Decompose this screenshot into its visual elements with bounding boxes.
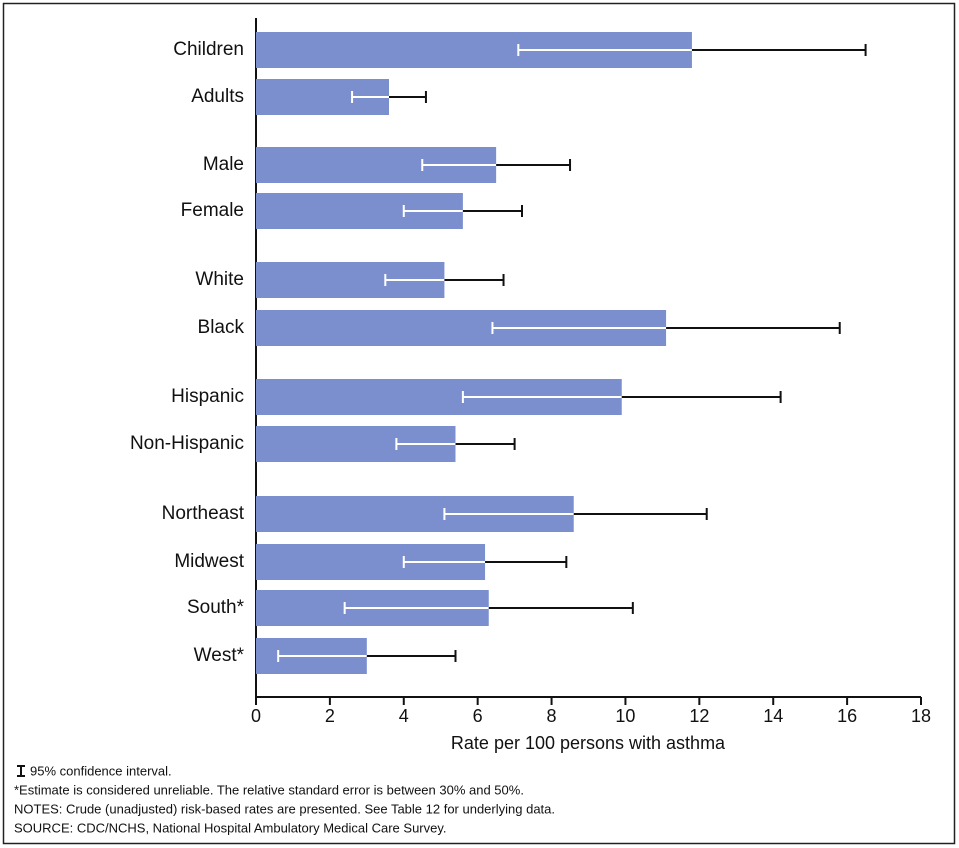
legend-note: 95% confidence interval. <box>30 763 172 778</box>
footnote: *Estimate is considered unreliable. The … <box>14 782 524 797</box>
y-tick-label: Northeast <box>162 503 245 524</box>
y-tick-label: South* <box>187 597 245 618</box>
y-tick-label: Male <box>203 154 244 175</box>
x-tick-label: 10 <box>615 706 635 726</box>
y-tick-label: Adults <box>191 86 244 107</box>
x-tick-label: 6 <box>473 706 483 726</box>
y-tick-label: Black <box>198 317 245 338</box>
footnote: SOURCE: CDC/NCHS, National Hospital Ambu… <box>14 820 447 835</box>
y-tick-label: White <box>195 269 244 290</box>
x-tick-label: 12 <box>689 706 709 726</box>
y-tick-label: Female <box>181 200 244 221</box>
x-tick-label: 2 <box>325 706 335 726</box>
y-tick-label: Hispanic <box>171 386 244 407</box>
y-tick-label: Non-Hispanic <box>130 433 244 454</box>
x-tick-label: 18 <box>911 706 931 726</box>
x-tick-label: 0 <box>251 706 261 726</box>
x-tick-label: 8 <box>547 706 557 726</box>
x-tick-label: 16 <box>837 706 857 726</box>
x-tick-label: 14 <box>763 706 783 726</box>
y-tick-label: Midwest <box>174 551 244 572</box>
y-tick-label: West* <box>194 645 245 666</box>
legend-icon <box>17 765 25 777</box>
y-tick-label: Children <box>173 39 244 60</box>
x-tick-label: 4 <box>399 706 409 726</box>
footnote: NOTES: Crude (unadjusted) risk-based rat… <box>14 801 555 816</box>
x-axis-label: Rate per 100 persons with asthma <box>451 733 726 753</box>
